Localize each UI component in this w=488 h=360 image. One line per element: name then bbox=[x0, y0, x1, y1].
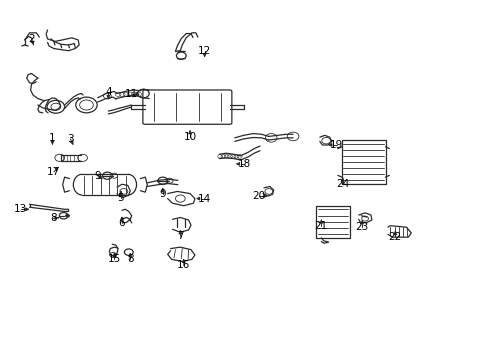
Text: 20: 20 bbox=[252, 191, 265, 201]
Text: 19: 19 bbox=[329, 140, 343, 150]
Text: 9: 9 bbox=[94, 171, 101, 181]
Text: 22: 22 bbox=[388, 232, 401, 242]
Text: 18: 18 bbox=[237, 159, 251, 169]
Text: 6: 6 bbox=[119, 218, 125, 228]
Text: 21: 21 bbox=[314, 221, 327, 231]
Text: 13: 13 bbox=[14, 204, 27, 214]
Circle shape bbox=[65, 214, 69, 217]
Text: 2: 2 bbox=[28, 34, 35, 44]
Text: 16: 16 bbox=[177, 260, 190, 270]
Text: 7: 7 bbox=[177, 231, 183, 242]
Text: 24: 24 bbox=[335, 179, 348, 189]
Text: 5: 5 bbox=[118, 193, 124, 203]
Text: 12: 12 bbox=[198, 46, 211, 56]
Text: 15: 15 bbox=[107, 254, 121, 264]
Text: 3: 3 bbox=[67, 134, 74, 144]
Text: 8: 8 bbox=[50, 213, 57, 223]
Text: 9: 9 bbox=[159, 189, 166, 199]
Text: 4: 4 bbox=[105, 87, 111, 98]
Text: 23: 23 bbox=[355, 222, 368, 232]
Text: 1: 1 bbox=[49, 133, 56, 143]
Text: 14: 14 bbox=[198, 194, 211, 203]
Text: 8: 8 bbox=[127, 254, 133, 264]
Text: 10: 10 bbox=[183, 132, 196, 142]
Text: 11: 11 bbox=[125, 89, 138, 99]
Text: 17: 17 bbox=[47, 167, 61, 177]
